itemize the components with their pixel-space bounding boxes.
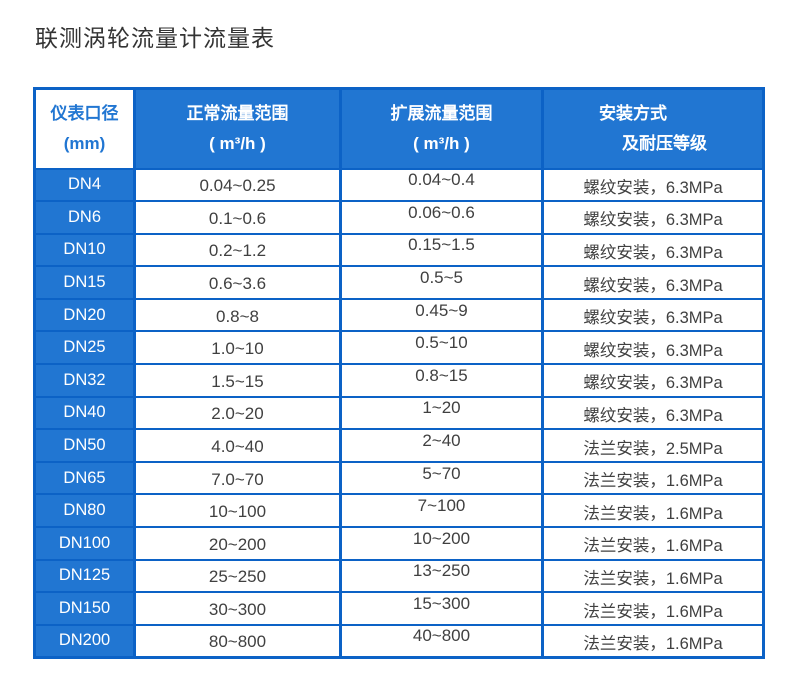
install-cell: 螺纹安装，6.3MPa [541,297,765,333]
header-extended-line1: 扩展流量范围 [390,104,493,123]
table-row: DN200 80~800 40~800 法兰安装，1.6MPa [33,623,765,659]
install-cell: 法兰安装，2.5MPa [541,428,765,463]
normal-range-cell: 20~200 [133,526,342,561]
header-diameter: 仪表口径 (mm) [33,87,136,170]
normal-range-cell: 7.0~70 [133,460,342,496]
table-row: DN6 0.1~0.6 0.06~0.6 螺纹安装，6.3MPa [33,200,765,235]
install-cell: 法兰安装，1.6MPa [541,493,765,529]
normal-range-cell: 0.2~1.2 [133,232,342,268]
install-cell: 法兰安装，1.6MPa [541,591,765,626]
normal-range-cell: 0.04~0.25 [133,167,342,203]
normal-range-cell: 0.1~0.6 [133,200,342,235]
dn-cell: DN10 [33,232,136,268]
dn-cell: DN20 [33,297,136,333]
extended-range-cell: 5~70 [339,460,544,496]
extended-range-cell: 15~300 [339,591,544,626]
header-normal-line1: 正常流量范围 [186,104,289,123]
table-row: DN15 0.6~3.6 0.5~5 螺纹安装，6.3MPa [33,265,765,300]
extended-range-cell: 0.15~1.5 [339,232,544,268]
install-cell: 螺纹安装，6.3MPa [541,265,765,300]
table-row: DN10 0.2~1.2 0.15~1.5 螺纹安装，6.3MPa [33,232,765,268]
table-body: DN4 0.04~0.25 0.04~0.4 螺纹安装，6.3MPa DN6 0… [33,167,765,659]
flow-range-table: 仪表口径 (mm) 正常流量范围 ( m³/h ) 扩展流量范围 ( m³/h … [33,87,765,659]
header-install-line2: 及耐压等级 [622,133,707,153]
install-cell: 螺纹安装，6.3MPa [541,363,765,398]
extended-range-cell: 0.04~0.4 [339,167,544,203]
install-cell: 螺纹安装，6.3MPa [541,232,765,268]
dn-cell: DN6 [33,200,136,235]
header-install-block: 安装方式 及耐压等级 [599,99,707,159]
dn-cell: DN80 [33,493,136,529]
install-cell: 螺纹安装，6.3MPa [541,167,765,203]
extended-range-cell: 13~250 [339,558,544,594]
header-diameter-line2: (mm) [63,133,106,153]
dn-cell: DN40 [33,395,136,431]
install-cell: 螺纹安装，6.3MPa [541,330,765,366]
extended-range-cell: 0.45~9 [339,297,544,333]
dn-cell: DN65 [33,460,136,496]
install-cell: 法兰安装，1.6MPa [541,623,765,659]
table-row: DN80 10~100 7~100 法兰安装，1.6MPa [33,493,765,529]
normal-range-cell: 1.0~10 [133,330,342,366]
extended-range-cell: 40~800 [339,623,544,659]
table-row: DN50 4.0~40 2~40 法兰安装，2.5MPa [33,428,765,463]
header-install-line1: 安装方式 [599,104,667,123]
normal-range-cell: 0.8~8 [133,297,342,333]
normal-range-cell: 4.0~40 [133,428,342,463]
normal-range-cell: 10~100 [133,493,342,529]
dn-cell: DN4 [33,167,136,203]
install-cell: 法兰安装，1.6MPa [541,526,765,561]
install-cell: 法兰安装，1.6MPa [541,558,765,594]
dn-cell: DN200 [33,623,136,659]
header-row: 仪表口径 (mm) 正常流量范围 ( m³/h ) 扩展流量范围 ( m³/h … [33,87,765,170]
dn-cell: DN50 [33,428,136,463]
header-normal-line2: ( m³/h ) [209,133,266,153]
table-row: DN125 25~250 13~250 法兰安装，1.6MPa [33,558,765,594]
table-row: DN65 7.0~70 5~70 法兰安装，1.6MPa [33,460,765,496]
extended-range-cell: 1~20 [339,395,544,431]
normal-range-cell: 0.6~3.6 [133,265,342,300]
header-extended-line2: ( m³/h ) [413,133,470,153]
install-cell: 螺纹安装，6.3MPa [541,200,765,235]
table-row: DN100 20~200 10~200 法兰安装，1.6MPa [33,526,765,561]
table-row: DN20 0.8~8 0.45~9 螺纹安装，6.3MPa [33,297,765,333]
extended-range-cell: 0.5~5 [339,265,544,300]
install-cell: 螺纹安装，6.3MPa [541,395,765,431]
dn-cell: DN100 [33,526,136,561]
normal-range-cell: 2.0~20 [133,395,342,431]
normal-range-cell: 80~800 [133,623,342,659]
extended-range-cell: 0.5~10 [339,330,544,366]
header-diameter-line1: 仪表口径 [50,104,119,123]
table-row: DN32 1.5~15 0.8~15 螺纹安装，6.3MPa [33,363,765,398]
extended-range-cell: 0.06~0.6 [339,200,544,235]
dn-cell: DN150 [33,591,136,626]
table-header: 仪表口径 (mm) 正常流量范围 ( m³/h ) 扩展流量范围 ( m³/h … [33,87,765,170]
extended-range-cell: 7~100 [339,493,544,529]
header-normal-range: 正常流量范围 ( m³/h ) [133,87,342,170]
table-row: DN25 1.0~10 0.5~10 螺纹安装，6.3MPa [33,330,765,366]
normal-range-cell: 30~300 [133,591,342,626]
table-row: DN150 30~300 15~300 法兰安装，1.6MPa [33,591,765,626]
install-cell: 法兰安装，1.6MPa [541,460,765,496]
normal-range-cell: 25~250 [133,558,342,594]
table-row: DN40 2.0~20 1~20 螺纹安装，6.3MPa [33,395,765,431]
normal-range-cell: 1.5~15 [133,363,342,398]
header-install: 安装方式 及耐压等级 [541,87,765,170]
extended-range-cell: 2~40 [339,428,544,463]
dn-cell: DN25 [33,330,136,366]
extended-range-cell: 0.8~15 [339,363,544,398]
page-title: 联测涡轮流量计流量表 [35,25,275,51]
table-row: DN4 0.04~0.25 0.04~0.4 螺纹安装，6.3MPa [33,167,765,203]
dn-cell: DN32 [33,363,136,398]
header-extended-range: 扩展流量范围 ( m³/h ) [339,87,544,170]
extended-range-cell: 10~200 [339,526,544,561]
dn-cell: DN125 [33,558,136,594]
dn-cell: DN15 [33,265,136,300]
